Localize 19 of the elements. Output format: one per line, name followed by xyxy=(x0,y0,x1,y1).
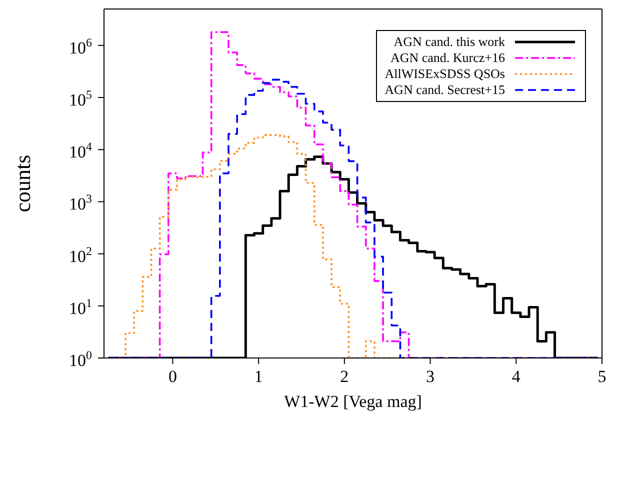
legend-label: AGN cand. Secrest+15 xyxy=(384,82,505,98)
y-axis-title: counts xyxy=(10,154,35,212)
legend-label: AGN cand. Kurcz+16 xyxy=(390,50,505,66)
x-axis-title: W1-W2 [Vega mag] xyxy=(284,392,422,411)
x-tick-label: 1 xyxy=(254,367,263,386)
x-tick-label: 4 xyxy=(512,367,521,386)
x-tick-label: 0 xyxy=(168,367,177,386)
legend-label: AGN cand. this work xyxy=(394,34,505,50)
y-tick-label: 10$^{4}$ xyxy=(69,140,92,162)
x-tick-label: 2 xyxy=(340,367,349,386)
x-tick-label: 5 xyxy=(598,367,606,386)
y-tick-label: 10$^{5}$ xyxy=(69,88,92,110)
y-tick-label: 10$^{3}$ xyxy=(69,192,92,214)
y-tick-label: 10$^{6}$ xyxy=(69,35,92,58)
y-tick-label: 10$^{1}$ xyxy=(69,296,92,318)
y-tick-label: 10$^{2}$ xyxy=(69,244,92,266)
y-tick-label: 10$^{0}$ xyxy=(69,348,92,370)
legend-label: AllWISExSDSS QSOs xyxy=(384,66,505,82)
x-tick-label: 3 xyxy=(426,367,435,386)
